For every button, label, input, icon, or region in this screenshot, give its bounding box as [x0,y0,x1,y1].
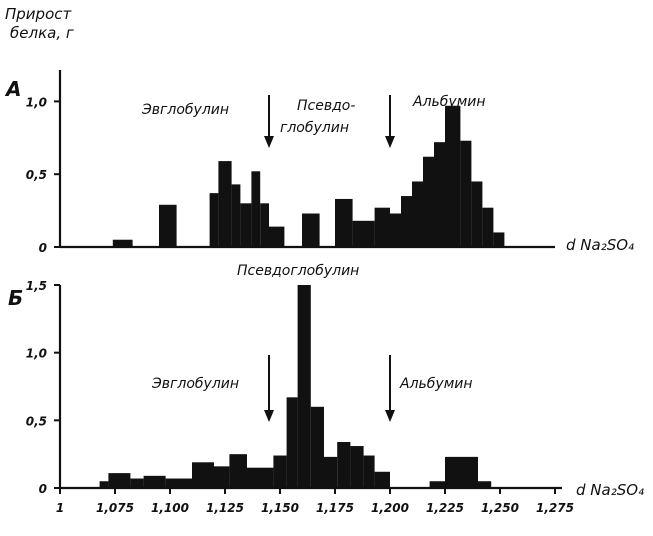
panel-b-arrow-head-2 [385,410,395,422]
panel-b-x-tick-label-1: 1,075 [96,501,134,515]
panel-a-bar-17 [434,142,445,247]
panel-a-y-tick-label-1: 0,5 [26,168,47,182]
panel-b-x-tick-label-6: 1,200 [371,501,409,515]
panel-b-bar-8 [247,467,274,488]
panel-b-label-pseudoglobulin: Псевдоглобулин [237,263,359,279]
panel-a-y-ticks: 0 0,5 1,0 [26,95,60,255]
panel-a-y-tick-label-0: 0 [39,241,47,255]
panel-b-bar-2 [130,478,144,488]
panel-b-label-euglobulin: Эвглобулин [151,376,239,392]
panel-b-bar-4 [165,478,192,488]
panel-b-x-tick-label-5: 1,175 [316,501,354,515]
panel-b-bar-15 [350,446,364,488]
panel-b-x-ticks: 1 1,075 1,100 1,125 1,150 1,175 1,200 1,225 1,25… [56,488,574,515]
panel-a-bar-14 [401,196,412,247]
panel-b-x-tick-label-3: 1,125 [206,501,244,515]
panel-b-bar-13 [324,456,338,488]
panel-b-x-tick-label-0: 1 [56,501,64,515]
panel-b-arrow-head-0 [264,410,274,422]
panel-a-bar-20 [471,181,483,247]
panel-a-bar-6 [251,171,261,247]
panel-b-y-tick-label-1: 0,5 [26,414,47,428]
panel-a-label-euglobulin: Эвглобулин [141,102,229,118]
panel-b-y-tick-label-2: 1,0 [26,347,47,361]
panel-b-bar-11 [297,285,311,488]
panel-b-x-tick-label-7: 1,225 [426,501,464,515]
panel-a-label-pseudoglobulin-2: глобулин [280,120,349,136]
panel-a-arrow-head-0 [264,136,274,148]
panel-b-label: Б [8,286,23,310]
panel-a-bar-22 [493,232,505,247]
panel-a-bar-12 [374,207,390,247]
panel-a-bar-5 [240,203,252,247]
panel-a-x-axis-label: d Na₂SO₄ [566,236,634,254]
panel-a-bar-11 [352,220,375,247]
panel-b-bar-0 [99,481,109,488]
panel-b-bar-16 [363,455,375,488]
panel-b-y-tick-label-0: 0 [39,482,47,496]
panel-b-bar-3 [143,475,166,488]
panel-b-bar-9 [273,455,287,488]
panel-a-bar-13 [390,213,401,247]
panel-b-bar-7 [229,454,247,488]
panel-a-arrows [264,95,395,148]
panel-b-x-tick-label-2: 1,100 [151,501,189,515]
panel-b-y-ticks: 0 0,5 1,0 1,5 [26,279,60,496]
panel-a-bar-2 [209,193,219,247]
y-axis-title-line2: белка, г [10,24,74,42]
panel-a-label-albumin: Альбумин [412,94,486,110]
panel-b-label-albumin: Альбумин [399,376,473,392]
y-axis-title-line1: Прирост [5,5,72,23]
panel-b-x-tick-label-4: 1,150 [261,501,299,515]
panel-b-arrows [264,355,395,422]
panel-b-bar-20 [478,481,492,488]
panel-a-bar-10 [335,198,353,247]
panel-a-bar-19 [460,140,472,247]
panel-a-bar-21 [482,207,494,247]
panel-a-label-pseudoglobulin-1: Псевдо- [297,98,355,114]
panel-b-bar-14 [337,441,351,488]
panel-a-bar-1 [159,204,177,247]
panel-b-bar-5 [192,462,214,488]
panel-a-bar-4 [231,184,241,247]
panel-b-x-tick-label-9: 1,275 [536,501,574,515]
panel-a-bar-16 [423,156,434,247]
panel-b-bar-19 [445,456,478,488]
panel-a-bars [112,105,505,247]
panel-a-bar-3 [218,161,232,247]
panel-a-bar-18 [445,105,461,247]
panel-a-bar-9 [302,213,320,247]
panel-a: А 0 0,5 1,0 Эвглобулин Псевдо- глобулин Ал… [4,70,634,255]
panel-b-bar-18 [429,481,445,488]
panel-a-bar-8 [269,226,285,247]
panel-a-arrow-head-1 [385,136,395,148]
panel-b-bar-12 [310,406,324,488]
panel-b-bar-10 [286,397,298,488]
panel-a-bar-0 [112,239,133,247]
panel-b-x-tick-label-8: 1,250 [481,501,519,515]
panel-a-bar-15 [412,181,423,247]
panel-b-bar-6 [214,466,230,488]
panel-b-bar-17 [374,471,390,488]
panel-b-x-axis-label: d Na₂SO₄ [576,481,644,499]
panel-b: Б 00,51,01,5 1 1,075 1,100 1,125 1,150 1,175 1… [8,263,644,515]
panel-a-y-tick-label-2: 1,0 [26,95,47,109]
panel-a-bar-7 [260,203,269,247]
panel-a-label: А [4,77,21,101]
panel-b-y-tick-label-3: 1,5 [26,279,47,293]
panel-b-bar-1 [108,473,131,488]
panel-b-bars [99,285,492,488]
